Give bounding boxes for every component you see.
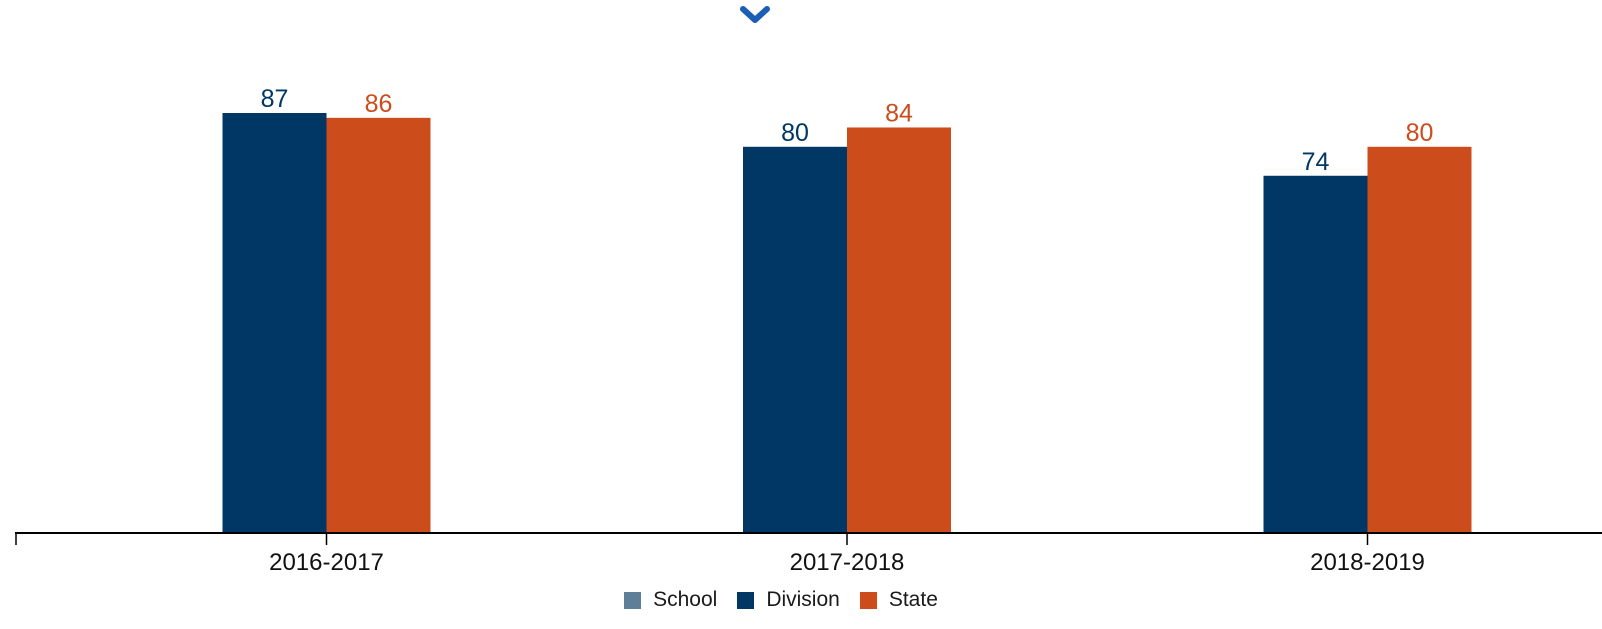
legend-label-division: Division [766, 588, 840, 611]
data-label-division-2018-2019: 74 [1302, 148, 1330, 176]
legend-swatch-school [624, 591, 642, 609]
data-label-division-2017-2018: 80 [781, 119, 809, 147]
legend-label-school: School [653, 588, 718, 611]
bar-division-2017-2018[interactable] [743, 146, 847, 534]
legend-item-division[interactable]: Division [737, 588, 840, 612]
legend-item-state[interactable]: State [859, 588, 938, 612]
bars-group [222, 113, 1472, 534]
data-label-state-2016-2017: 86 [365, 90, 393, 118]
collapse-toggle-button[interactable] [738, 2, 772, 28]
x-tick-label-2018-2019: 2018-2019 [1310, 549, 1425, 576]
bar-division-2018-2019[interactable] [1263, 175, 1368, 534]
x-tick-label-2017-2018: 2017-2018 [790, 549, 905, 576]
bar-division-2016-2017[interactable] [222, 113, 327, 533]
legend-swatch-division [737, 591, 755, 609]
data-label-state-2017-2018: 84 [885, 99, 913, 127]
bar-chart: 87 86 80 84 74 80 2016-2017 2017-2018 2018-2019 [15, 85, 1602, 576]
legend-label-state: State [888, 588, 938, 611]
data-label-division-2016-2017: 87 [261, 85, 289, 113]
bar-state-2017-2018[interactable] [847, 127, 951, 533]
x-tick-label-2016-2017: 2016-2017 [269, 549, 384, 576]
bar-state-2016-2017[interactable] [326, 117, 431, 534]
legend-swatch-state [859, 591, 877, 609]
legend-item-school[interactable]: School [624, 588, 717, 612]
legend: School Division State [0, 588, 1562, 612]
x-axis: 2016-2017 2017-2018 2018-2019 [15, 532, 1602, 576]
data-labels-group: 87 86 80 84 74 80 [261, 85, 1434, 176]
chevron-down-icon [740, 6, 770, 23]
bar-state-2018-2019[interactable] [1367, 146, 1472, 534]
data-label-state-2018-2019: 80 [1406, 119, 1434, 147]
